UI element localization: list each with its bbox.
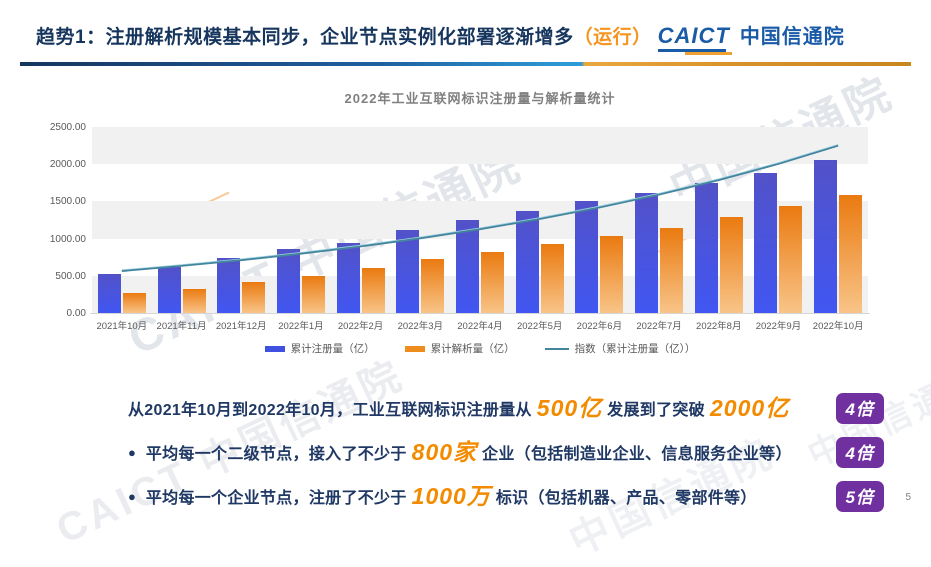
chart-title: 2022年工业互联网标识注册量与解析量统计 bbox=[344, 91, 616, 106]
y-tick-label: 1000.00 bbox=[49, 233, 86, 245]
caict-logo: CAICT 中国信通院 bbox=[657, 20, 845, 55]
note-text: 发展到了突破 bbox=[607, 402, 705, 419]
y-tick-label: 1500.00 bbox=[49, 196, 86, 208]
legend-label: 累计解析量（亿） bbox=[430, 343, 515, 355]
legend-item-trend: 指数（累计注册量（亿）） bbox=[544, 341, 696, 356]
note-line: 从2021年10月到2022年10月，工业互联网标识注册量从 500亿 发展到了突破… bbox=[128, 386, 884, 430]
registration-bar bbox=[217, 257, 241, 313]
registration-bar bbox=[754, 173, 778, 313]
page-number: 5 bbox=[905, 492, 911, 503]
note-text: 平均每一个企业节点，注册了不少于 bbox=[145, 490, 407, 507]
legend-label: 指数（累计注册量（亿）） bbox=[574, 343, 696, 355]
bullet-icon: ● bbox=[128, 488, 136, 504]
registration-bar bbox=[97, 273, 121, 313]
legend-item-registration: 累计注册量（亿） bbox=[264, 341, 375, 356]
x-tick-label: 2022年4月 bbox=[457, 321, 503, 332]
registration-bar bbox=[515, 211, 539, 313]
chart-plot-area bbox=[92, 127, 868, 313]
registration-bar bbox=[396, 230, 420, 313]
resolution-bar bbox=[540, 244, 564, 313]
y-tick-label: 2000.00 bbox=[49, 159, 86, 171]
registration-bar bbox=[635, 192, 659, 313]
resolution-bar bbox=[122, 292, 146, 313]
x-tick-label: 2022年8月 bbox=[696, 321, 742, 332]
registration-bar bbox=[276, 249, 300, 313]
resolution-bar bbox=[719, 217, 743, 313]
registration-bar bbox=[694, 182, 718, 313]
resolution-bar bbox=[839, 195, 863, 313]
note-line: ● 平均每一个企业节点，注册了不少于 1000万 标识（包括机器、产品、零部件等） 5倍 bbox=[128, 474, 884, 518]
note-text: 标识（包括机器、产品、零部件等） bbox=[495, 490, 757, 507]
x-tick-label: 2021年12月 bbox=[215, 321, 267, 332]
multiplier-badge: 5倍 bbox=[835, 480, 884, 512]
resolution-bar bbox=[481, 252, 504, 313]
slide-title-text: 趋势1：注册解析规模基本同步，企业节点实例化部署逐渐增多 bbox=[36, 27, 574, 48]
x-tick-label: 2022年3月 bbox=[397, 321, 443, 332]
resolution-bar bbox=[660, 228, 684, 313]
caict-logo-chinese: 中国信通院 bbox=[739, 26, 845, 48]
grid-band bbox=[92, 127, 868, 165]
highlight-value: 800家 bbox=[411, 438, 478, 465]
registration-bar bbox=[814, 160, 838, 313]
note-text: 从2021年10月到2022年10月，工业互联网标识注册量从 bbox=[128, 402, 532, 419]
slide: CAICT 中国信通院 中国信通院 CAICT 中国信通院 中国信通院 中国信通… bbox=[20, 20, 931, 564]
legend-swatch bbox=[264, 345, 285, 352]
legend-swatch bbox=[544, 347, 569, 350]
registration-bar bbox=[157, 266, 181, 313]
x-tick-label: 2021年10月 bbox=[96, 321, 148, 332]
registration-bar bbox=[456, 220, 479, 313]
notes-section: 从2021年10月到2022年10月，工业互联网标识注册量从 500亿 发展到了突破… bbox=[128, 386, 884, 518]
caict-logo-wordmark: CAICT bbox=[657, 23, 734, 55]
resolution-bar bbox=[421, 259, 445, 313]
resolution-bar bbox=[779, 205, 803, 313]
resolution-bar bbox=[182, 288, 206, 313]
x-tick-label: 2022年9月 bbox=[755, 321, 802, 332]
y-tick-label: 2500.00 bbox=[49, 122, 86, 133]
slide-title: 趋势1：注册解析规模基本同步，企业节点实例化部署逐渐增多（运行） bbox=[36, 22, 652, 49]
resolution-bar bbox=[242, 282, 266, 313]
highlight-value: 1000万 bbox=[411, 482, 491, 509]
registration-bar bbox=[336, 242, 360, 313]
multiplier-badge: 4倍 bbox=[835, 392, 884, 424]
y-tick-label: 0.00 bbox=[66, 308, 86, 319]
multiplier-badge: 4倍 bbox=[835, 436, 884, 468]
resolution-bar bbox=[600, 236, 624, 313]
slide-title-status: （运行） bbox=[573, 27, 652, 48]
x-tick-label: 2022年7月 bbox=[636, 321, 682, 332]
x-tick-label: 2022年5月 bbox=[516, 321, 563, 332]
bullet-icon: ● bbox=[128, 444, 136, 460]
highlight-value: 500亿 bbox=[536, 394, 603, 421]
registration-bar bbox=[575, 201, 599, 313]
legend-swatch bbox=[404, 345, 425, 352]
x-axis-line bbox=[90, 313, 870, 314]
x-tick-label: 2021年11月 bbox=[156, 321, 207, 332]
highlight-value: 2000亿 bbox=[709, 394, 790, 421]
resolution-bar bbox=[301, 276, 325, 313]
legend-label: 累计注册量（亿） bbox=[290, 343, 375, 355]
note-text: 平均每一个二级节点，接入了不少于 bbox=[145, 446, 407, 463]
x-tick-label: 2022年10月 bbox=[812, 321, 864, 332]
resolution-bar bbox=[361, 268, 385, 313]
legend-item-resolution: 累计解析量（亿） bbox=[404, 341, 515, 356]
x-tick-label: 2022年1月 bbox=[278, 321, 324, 332]
y-tick-label: 500.00 bbox=[55, 270, 86, 282]
trend-line bbox=[121, 144, 839, 272]
x-tick-label: 2022年6月 bbox=[576, 321, 623, 332]
x-tick-label: 2022年2月 bbox=[337, 321, 384, 332]
header-divider bbox=[20, 62, 911, 66]
note-line: ● 平均每一个二级节点，接入了不少于 800家 企业（包括制造业企业、信息服务企业等）… bbox=[128, 430, 884, 474]
note-text: 企业（包括制造业企业、信息服务企业等） bbox=[482, 446, 792, 463]
chart-legend: 累计注册量（亿） 累计解析量（亿） 指数（累计注册量（亿）） bbox=[92, 341, 868, 356]
